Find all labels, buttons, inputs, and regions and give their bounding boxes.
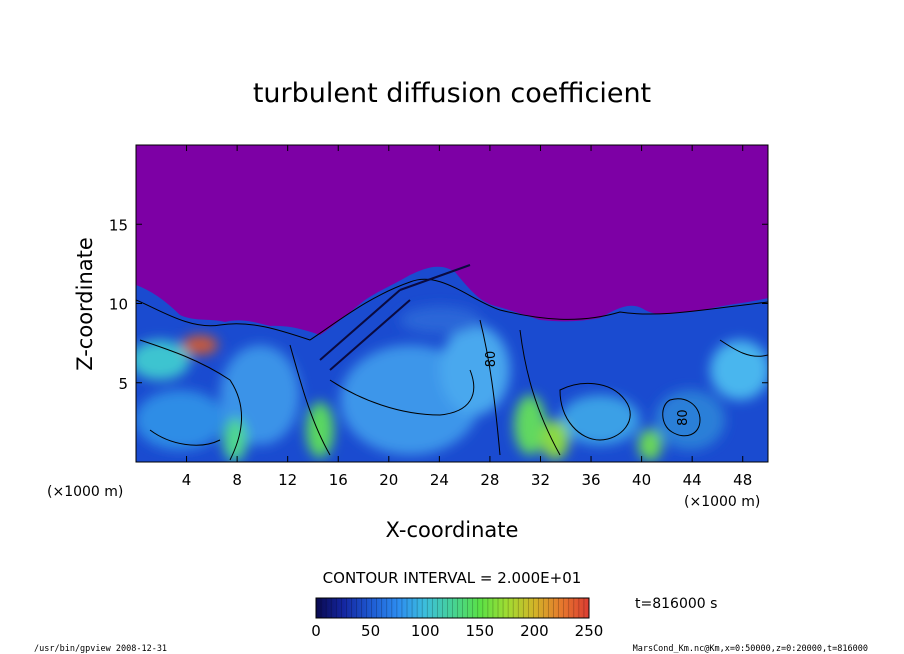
colorbar-tick-label: 250 — [575, 622, 604, 640]
footer-left: /usr/bin/gpview 2008-12-31 — [34, 644, 167, 654]
y-axis-label: Z-coordinate — [73, 237, 97, 371]
x-tick-label: 20 — [379, 471, 398, 489]
x-unit-label-left: (×1000 m) — [47, 484, 123, 500]
blob — [136, 390, 225, 450]
x-tick-label: 24 — [430, 471, 449, 489]
colorbar-tick-label: 200 — [520, 622, 549, 640]
time-label: t=816000 s — [635, 596, 717, 612]
contour-label: 80 — [484, 351, 499, 368]
streaks — [319, 264, 471, 371]
blob — [514, 395, 546, 455]
blob — [638, 429, 662, 461]
colorbar-ticks: 0 50 100 150 200 250 — [311, 598, 603, 640]
x-unit-label-right: (×1000 m) — [684, 494, 760, 510]
contour-lines — [136, 278, 768, 461]
blob — [541, 420, 569, 460]
footer-right: MarsCond_Km.nc@Km,x=0:50000,z=0:20000,t=… — [633, 644, 868, 654]
contour-label: 80 — [676, 409, 691, 426]
x-tick-label: 12 — [278, 471, 297, 489]
y-axis: 5 10 15 — [109, 216, 768, 393]
colorbar-tick-label: 150 — [465, 622, 494, 640]
blob — [440, 325, 510, 415]
blob — [400, 306, 480, 334]
blob — [136, 340, 190, 380]
x-axis-label: X-coordinate — [386, 518, 519, 542]
x-axis: 4 8 12 16 20 24 28 32 36 40 44 48 — [182, 145, 752, 489]
y-tick-label: 10 — [109, 296, 128, 314]
blob — [710, 340, 768, 400]
blob — [306, 402, 334, 458]
chart-title: turbulent diffusion coefficient — [253, 78, 651, 109]
x-tick-label: 48 — [733, 471, 752, 489]
colorbar-tick-label: 50 — [361, 622, 380, 640]
contour-interval: CONTOUR INTERVAL = 2.000E+01 — [323, 569, 582, 587]
y-tick-label: 15 — [109, 216, 128, 234]
x-tick-label: 8 — [232, 471, 242, 489]
x-tick-label: 32 — [531, 471, 550, 489]
y-tick-label: 5 — [118, 375, 128, 393]
x-tick-label: 44 — [683, 471, 702, 489]
x-tick-label: 4 — [182, 471, 192, 489]
colorbar-tick-label: 100 — [411, 622, 440, 640]
blob — [560, 395, 640, 445]
x-tick-label: 16 — [329, 471, 348, 489]
colorbar: 0 50 100 150 200 250 — [311, 597, 603, 640]
plot-area — [136, 145, 768, 462]
x-tick-label: 36 — [581, 471, 600, 489]
colorbar-tick-label: 0 — [311, 622, 321, 640]
blob — [223, 418, 247, 462]
x-tick-label: 40 — [632, 471, 651, 489]
blob — [655, 390, 725, 450]
blob — [182, 335, 218, 355]
colorbar-frame — [315, 597, 590, 619]
colorbar-gradient — [316, 598, 589, 618]
contour-label-layer: 80 80 — [484, 351, 691, 426]
x-tick-label: 28 — [480, 471, 499, 489]
blob — [220, 345, 300, 445]
